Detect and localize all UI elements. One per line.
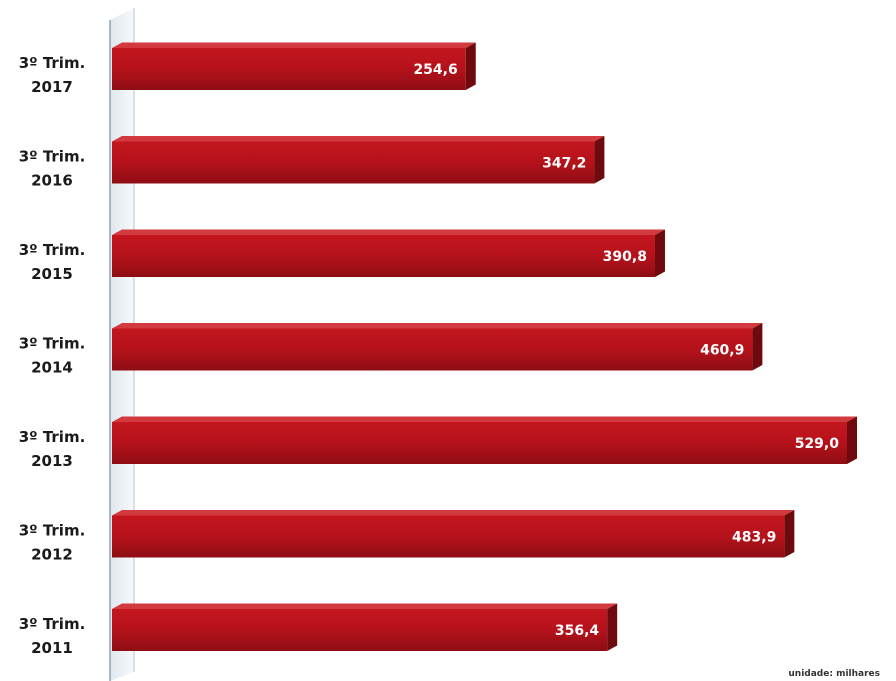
bar-front-face [112, 235, 655, 277]
bar-side-face [654, 229, 665, 277]
category-label: 3º Trim. 2013 [19, 428, 86, 470]
bar-side-face [594, 136, 605, 184]
bar-front-face [112, 328, 753, 371]
bars-group: 254,6 347,2 390,8 460,9 529,0 483,9 356,4 [112, 42, 857, 651]
bar-front-face [112, 609, 608, 651]
bar-2: 390,8 [112, 229, 665, 277]
category-label: 3º Trim. 2015 [19, 241, 86, 283]
bar-top-face [112, 229, 665, 235]
data-label: 483,9 [732, 530, 776, 546]
bar-side-face [752, 323, 763, 371]
bar-0: 254,6 [112, 42, 476, 90]
bar-top-face [112, 510, 795, 516]
category-label: 3º Trim. 2012 [19, 522, 86, 564]
data-label: 460,9 [700, 343, 744, 359]
category-labels: 3º Trim. 2017 3º Trim. 2016 3º Trim. 2015 3º T… [19, 54, 86, 657]
bar-top-face [112, 603, 618, 609]
bar-4: 529,0 [112, 416, 857, 464]
data-label: 254,6 [413, 62, 457, 78]
bar-side-face [607, 603, 618, 651]
data-label: 390,8 [603, 249, 647, 265]
category-label: 3º Trim. 2017 [19, 54, 86, 96]
data-label: 356,4 [555, 623, 600, 639]
bar-front-face [112, 141, 595, 184]
bar-top-face [112, 323, 763, 329]
bar-side-face [784, 510, 795, 558]
bar-1: 347,2 [112, 136, 605, 184]
bar-top-face [112, 42, 476, 48]
data-label: 529,0 [795, 436, 840, 452]
unit-note: unidade: milhares [788, 669, 880, 679]
category-label: 3º Trim. 2011 [19, 615, 86, 657]
category-label: 3º Trim. 2014 [19, 335, 86, 377]
bar-side-face [847, 416, 857, 464]
bar-front-face [112, 515, 785, 558]
bar-front-face [112, 422, 847, 464]
bar-5: 483,9 [112, 510, 795, 558]
bar-front-face [112, 48, 466, 90]
bar-3: 460,9 [112, 323, 763, 371]
category-label: 3º Trim. 2016 [19, 148, 86, 190]
bar-side-face [465, 42, 476, 90]
bar-6: 356,4 [112, 603, 618, 651]
bar-top-face [112, 136, 605, 142]
bar-top-face [112, 416, 857, 422]
data-label: 347,2 [542, 156, 586, 172]
